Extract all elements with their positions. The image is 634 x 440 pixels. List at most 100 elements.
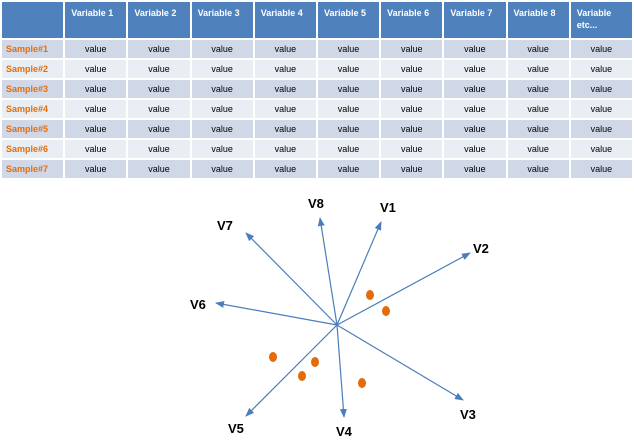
sample-point xyxy=(366,290,374,300)
table-cell: value xyxy=(254,100,316,118)
vector-arrow-v7 xyxy=(245,232,338,326)
biplot-diagram: V1 V2 V3 V4 V5 V6 V7 V8 xyxy=(190,196,489,439)
table-header-row: Variable 1 Variable 2 Variable 3 Variabl… xyxy=(2,2,632,38)
column-header: Variable 3 xyxy=(191,2,253,38)
sample-points xyxy=(269,290,390,388)
table-corner-cell xyxy=(2,2,64,38)
table-cell: value xyxy=(381,60,443,78)
vector-label-v6: V6 xyxy=(190,297,206,312)
table-cell: value xyxy=(191,40,253,58)
table-row: Sample#1 value value value value value v… xyxy=(2,40,632,58)
table-cell: value xyxy=(191,100,253,118)
vector-label-v8: V8 xyxy=(308,196,324,211)
table-cell: value xyxy=(444,100,506,118)
table-cell: value xyxy=(507,140,569,158)
table-cell: value xyxy=(191,140,253,158)
vector-arrow-v3 xyxy=(336,324,464,401)
table-cell: value xyxy=(317,60,380,78)
column-header: Variable 2 xyxy=(128,2,190,38)
table-cell: value xyxy=(128,100,190,118)
table-cell: value xyxy=(191,160,253,178)
table-row: Sample#3 value value value value value v… xyxy=(2,80,632,98)
vector-label-v2: V2 xyxy=(473,241,489,256)
sample-point xyxy=(358,378,366,388)
table-cell: value xyxy=(381,160,443,178)
data-table: Variable 1 Variable 2 Variable 3 Variabl… xyxy=(0,0,634,180)
table-cell: value xyxy=(65,80,127,98)
table-cell: value xyxy=(317,120,380,138)
vector-arrow-v4 xyxy=(336,324,347,418)
vector-label-v5: V5 xyxy=(228,421,244,436)
table-row: Sample#2 value value value value value v… xyxy=(2,60,632,78)
table-cell: value xyxy=(570,160,632,178)
table-cell: value xyxy=(65,160,127,178)
table-cell: value xyxy=(444,120,506,138)
column-header: Variable 5 xyxy=(317,2,380,38)
table-cell: value xyxy=(317,160,380,178)
sample-point xyxy=(269,352,277,362)
vector-label-v1: V1 xyxy=(380,200,396,215)
table-cell: value xyxy=(317,40,380,58)
vector-label-v7: V7 xyxy=(217,218,233,233)
column-header: Variable 8 xyxy=(507,2,569,38)
table-cell: value xyxy=(254,80,316,98)
table-cell: value xyxy=(507,120,569,138)
sample-point xyxy=(298,371,306,381)
column-header: Variable 1 xyxy=(65,2,127,38)
table-cell: value xyxy=(444,60,506,78)
table-row: Sample#7 value value value value value v… xyxy=(2,160,632,178)
table-cell: value xyxy=(507,160,569,178)
table-cell: value xyxy=(444,40,506,58)
column-header: Variable 7 xyxy=(444,2,506,38)
table-cell: value xyxy=(65,60,127,78)
column-header: Variable 6 xyxy=(381,2,443,38)
vector-arrows xyxy=(215,217,471,418)
table-cell: value xyxy=(570,40,632,58)
table-cell: value xyxy=(507,60,569,78)
table-row: Sample#6 value value value value value v… xyxy=(2,140,632,158)
vector-labels: V1 V2 V3 V4 V5 V6 V7 V8 xyxy=(190,196,489,439)
table-cell: value xyxy=(254,40,316,58)
table-cell: value xyxy=(254,120,316,138)
column-header: Variable etc... xyxy=(570,2,632,38)
column-header: Variable 4 xyxy=(254,2,316,38)
table-cell: value xyxy=(507,100,569,118)
table-cell: value xyxy=(65,120,127,138)
vector-arrow-v1 xyxy=(336,221,382,326)
vector-label-v3: V3 xyxy=(460,407,476,422)
table-cell: value xyxy=(191,80,253,98)
table-cell: value xyxy=(65,140,127,158)
table-cell: value xyxy=(570,100,632,118)
row-label: Sample#2 xyxy=(2,60,64,78)
table-cell: value xyxy=(128,40,190,58)
table-cell: value xyxy=(381,100,443,118)
vector-arrow-v2 xyxy=(336,252,471,326)
table-cell: value xyxy=(317,80,380,98)
table-cell: value xyxy=(444,140,506,158)
table-cell: value xyxy=(317,100,380,118)
table-cell: value xyxy=(381,140,443,158)
row-label: Sample#3 xyxy=(2,80,64,98)
table-cell: value xyxy=(381,80,443,98)
vector-arrow-v8 xyxy=(317,217,338,326)
table-cell: value xyxy=(128,120,190,138)
table-cell: value xyxy=(444,80,506,98)
table-cell: value xyxy=(507,80,569,98)
table-cell: value xyxy=(507,40,569,58)
row-label: Sample#7 xyxy=(2,160,64,178)
vector-label-v4: V4 xyxy=(336,424,353,439)
table-row: Sample#5 value value value value value v… xyxy=(2,120,632,138)
table-cell: value xyxy=(317,140,380,158)
table-cell: value xyxy=(65,40,127,58)
table-cell: value xyxy=(570,60,632,78)
table-cell: value xyxy=(191,120,253,138)
table-cell: value xyxy=(444,160,506,178)
vector-arrow-v6 xyxy=(215,300,338,326)
table-cell: value xyxy=(254,140,316,158)
sample-point xyxy=(382,306,390,316)
row-label: Sample#4 xyxy=(2,100,64,118)
table-cell: value xyxy=(191,60,253,78)
row-label: Sample#6 xyxy=(2,140,64,158)
row-label: Sample#1 xyxy=(2,40,64,58)
table-cell: value xyxy=(570,120,632,138)
